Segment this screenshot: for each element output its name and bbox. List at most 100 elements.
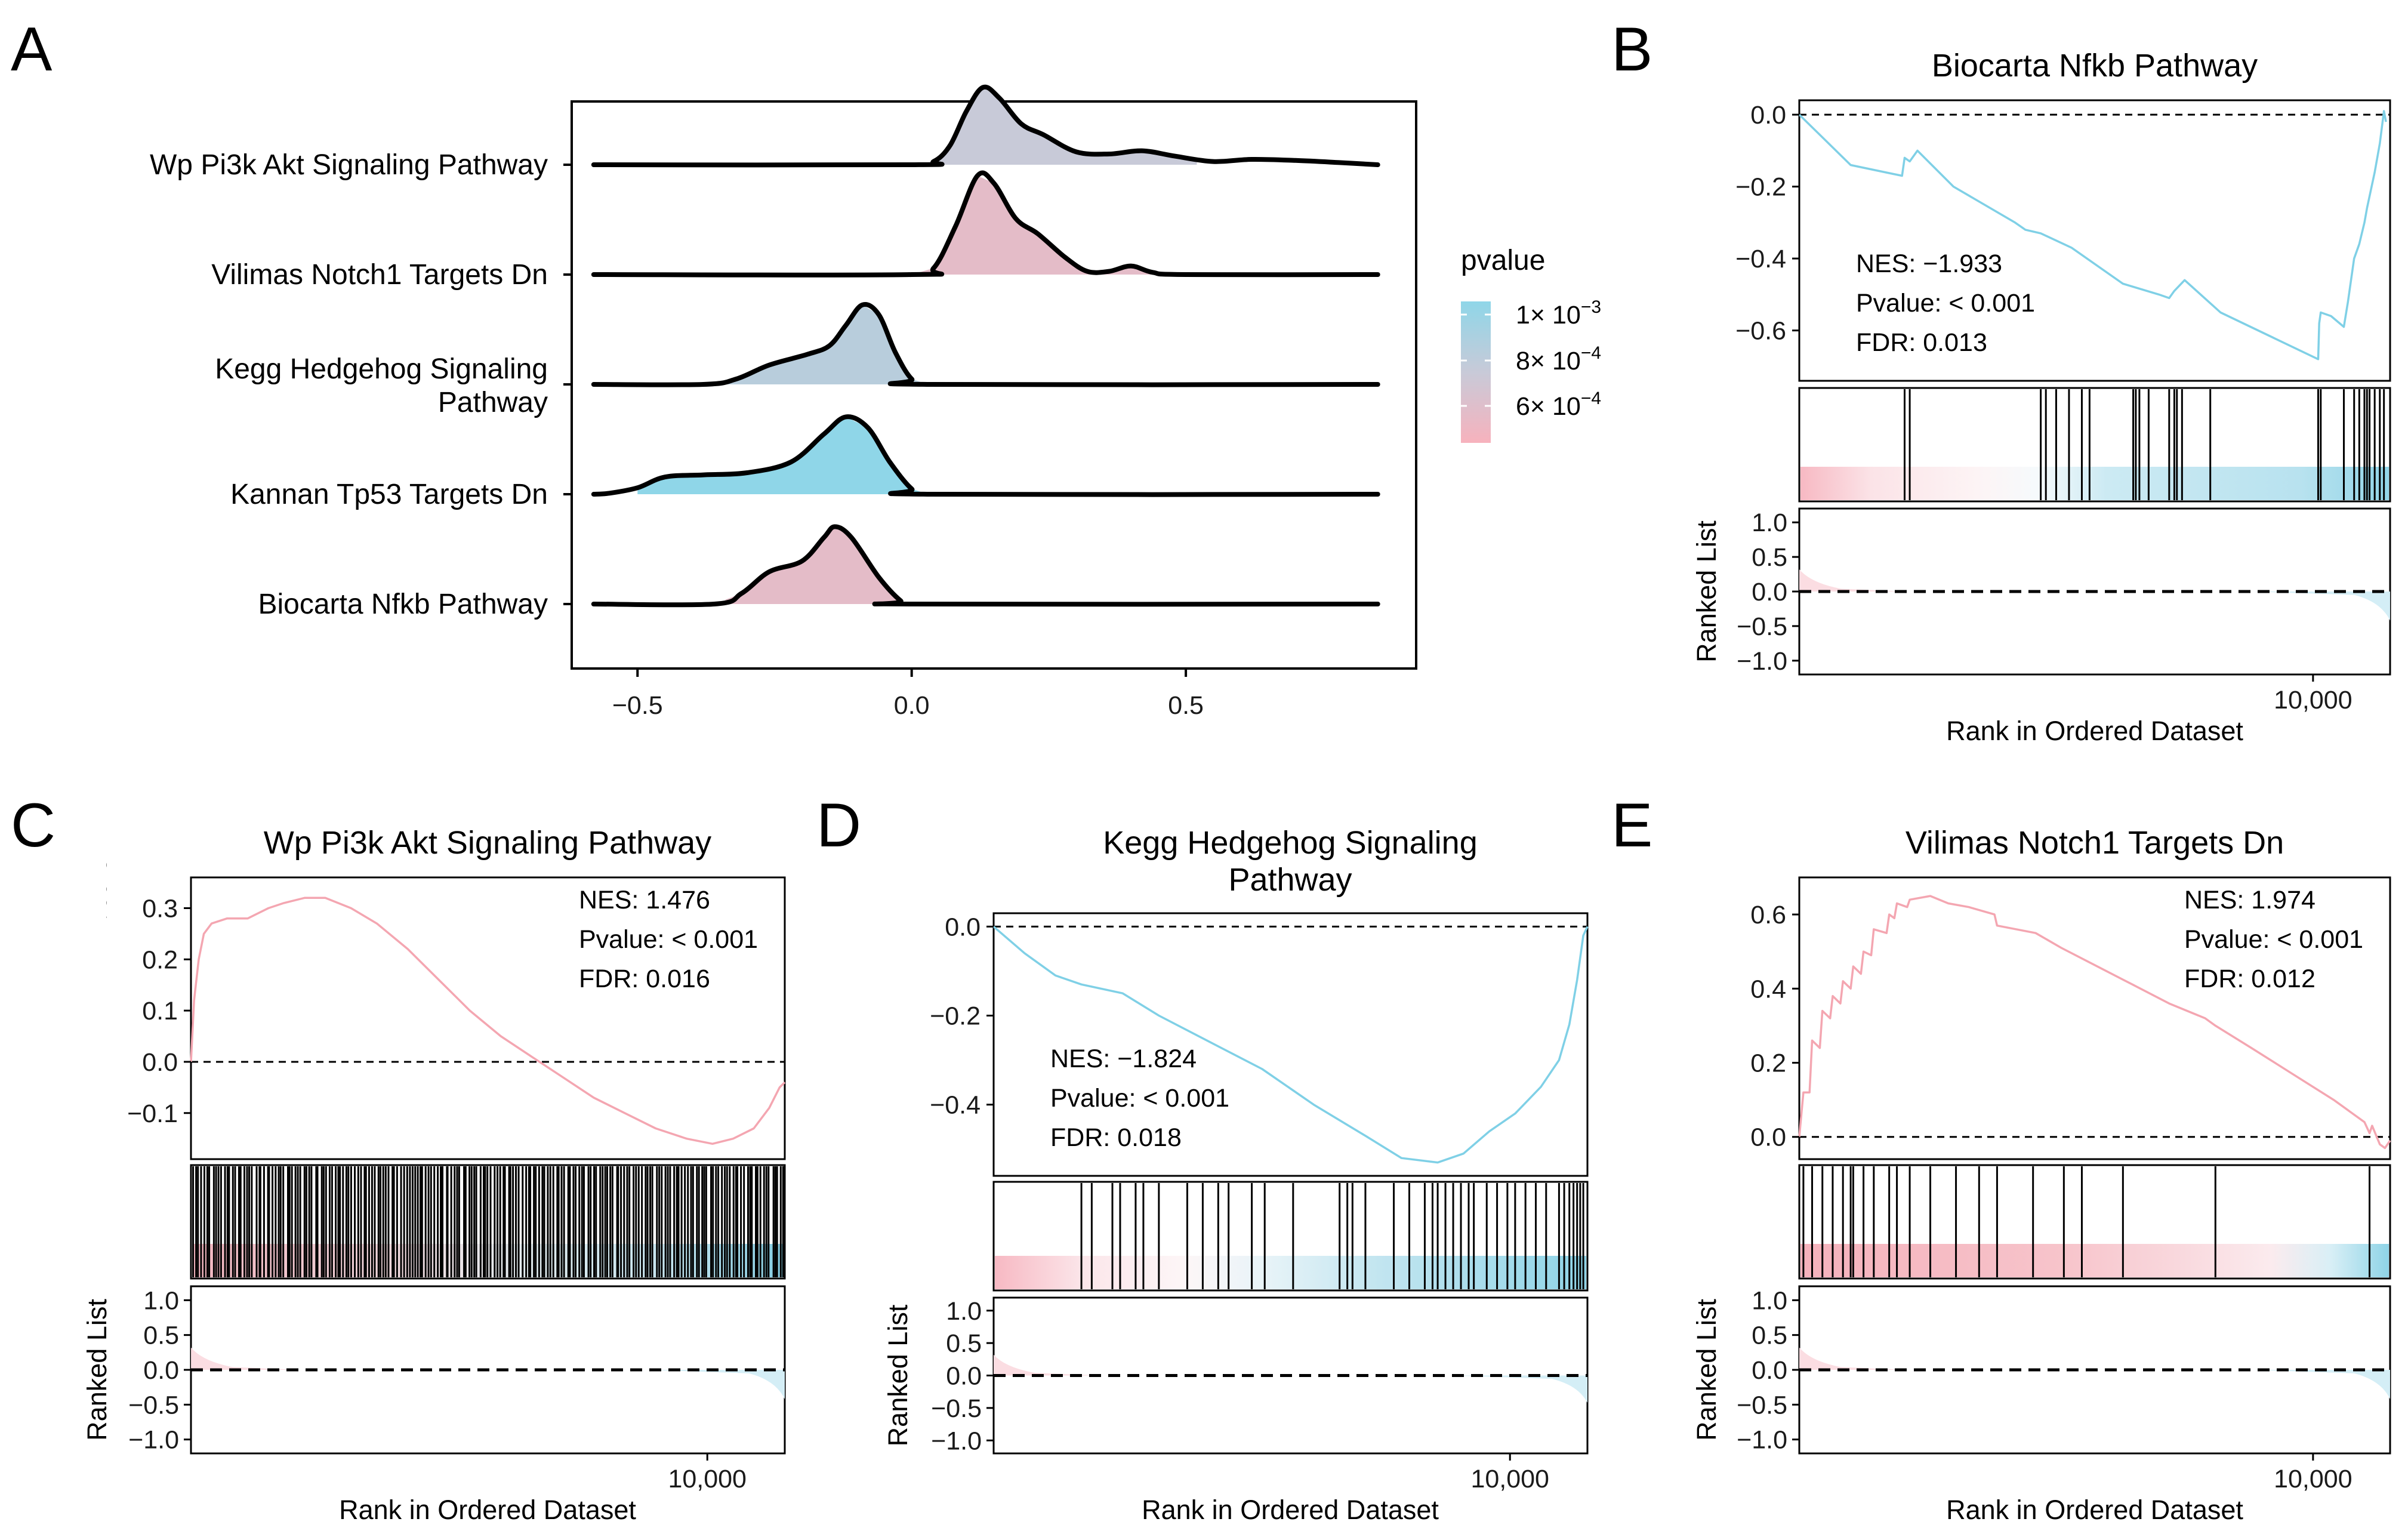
panel-title: Biocarta Nfkb Pathway bbox=[1932, 48, 2258, 84]
x-axis-label: Rank in Ordered Dataset bbox=[1142, 1495, 1439, 1525]
y-axis-label-ranked: Ranked List bbox=[82, 1299, 112, 1441]
ranked-metric-negative bbox=[648, 1370, 785, 1399]
rank-color-bar bbox=[1800, 467, 2389, 500]
x-tick-label: 10,000 bbox=[668, 1465, 747, 1493]
gsea-panel-e: Vilimas Notch1 Targets Dn 0.6 0.4 0.2 0.0 Run… bbox=[1691, 825, 2391, 1525]
y-axis-label-ranked: Ranked List bbox=[1691, 520, 1722, 663]
legend-title: pvalue bbox=[1461, 245, 1545, 276]
enrichment-score-curve bbox=[1798, 895, 2391, 1150]
y-tick-label: 1.0 bbox=[143, 1286, 179, 1315]
stat-text: NES: −1.933 bbox=[1856, 249, 2002, 278]
ridge-line bbox=[591, 170, 1380, 278]
gene-hit-marks bbox=[192, 1166, 784, 1277]
stat-text: FDR: 0.012 bbox=[2184, 965, 2315, 993]
x-tick-label: −0.5 bbox=[612, 691, 663, 720]
gene-hit-marks bbox=[1903, 389, 2385, 500]
category-label: Wp Pi3k Akt Signaling Pathway bbox=[150, 149, 548, 181]
panel-letter-b: B bbox=[1611, 15, 1652, 84]
y-tick-label: 0.0 bbox=[1750, 101, 1786, 130]
stat-text: NES: 1.974 bbox=[2184, 886, 2315, 914]
category-label: Kannan Tp53 Targets Dn bbox=[230, 479, 548, 510]
y-axis-label: Running Enrichment Score bbox=[1691, 858, 1722, 1179]
y-tick-label: −0.2 bbox=[1735, 173, 1786, 202]
stat-text: FDR: 0.013 bbox=[1856, 328, 1987, 357]
y-tick-label: −0.2 bbox=[930, 1002, 981, 1031]
y-tick-label: 0.2 bbox=[142, 945, 178, 974]
y-tick-label: 0.0 bbox=[945, 913, 981, 941]
y-tick-label: 0.0 bbox=[143, 1356, 179, 1385]
ranked-metric-negative bbox=[2253, 1370, 2390, 1399]
y-tick-label: 1.0 bbox=[1752, 1286, 1787, 1315]
category-label: Biocarta Nfkb Pathway bbox=[258, 589, 548, 620]
stat-text: FDR: 0.018 bbox=[1050, 1123, 1182, 1152]
x-axis-label: Rank in Ordered Dataset bbox=[339, 1495, 636, 1525]
y-tick-label: 0.0 bbox=[142, 1048, 178, 1077]
gene-hit-marks bbox=[1802, 1166, 2371, 1277]
y-tick-label: 0.5 bbox=[143, 1321, 179, 1350]
y-tick-label: −0.1 bbox=[127, 1099, 178, 1128]
y-tick-label: −1.0 bbox=[1737, 1426, 1787, 1455]
gsea-panel-c: Wp Pi3k Akt Signaling Pathway 0.3 0.2 0.1 0.… bbox=[82, 825, 786, 1525]
panel-title: Wp Pi3k Akt Signaling Pathway bbox=[264, 825, 711, 861]
ranked-metric-negative bbox=[2253, 592, 2390, 621]
y-tick-label: −0.5 bbox=[931, 1394, 982, 1423]
x-axis-label: Rank in Ordered Dataset bbox=[1946, 1495, 2243, 1525]
y-tick-label: 0.6 bbox=[1750, 901, 1786, 929]
panel-letter-d: D bbox=[816, 791, 861, 860]
y-tick-label: 0.5 bbox=[946, 1329, 982, 1358]
y-tick-label: 0.0 bbox=[1750, 1123, 1786, 1152]
panel-letter-e: E bbox=[1611, 791, 1652, 860]
x-tick-label: 0.0 bbox=[894, 691, 930, 720]
y-axis-label: Running Enrichment Score bbox=[1691, 80, 1722, 401]
ridge-fill bbox=[637, 417, 923, 494]
es-frame bbox=[1798, 99, 2391, 382]
x-tick-label: 10,000 bbox=[1470, 1465, 1549, 1493]
stat-text: Pvalue: < 0.001 bbox=[2184, 925, 2363, 954]
ridge-line bbox=[591, 84, 1380, 168]
y-tick-label: 0.5 bbox=[1752, 1321, 1787, 1350]
y-tick-label: −0.6 bbox=[1735, 317, 1786, 346]
y-tick-label: −0.4 bbox=[930, 1091, 981, 1120]
ranked-metric-positive bbox=[1799, 569, 1907, 592]
x-axis-label: Rank in Ordered Dataset bbox=[1946, 716, 2243, 746]
ridge-line bbox=[591, 302, 1380, 387]
y-axis-label: Running Enrichment Score bbox=[883, 884, 913, 1205]
category-label: Pathway bbox=[438, 387, 548, 418]
y-axis-label-ranked: Ranked List bbox=[1691, 1299, 1722, 1441]
y-tick-label: 0.1 bbox=[142, 997, 178, 1025]
rank-color-bar bbox=[995, 1256, 1586, 1289]
ridge-line bbox=[591, 414, 1380, 497]
ridge-fill bbox=[725, 526, 912, 604]
category-label: Kegg Hedgehog Signaling bbox=[215, 353, 548, 385]
panel-letter-c: C bbox=[11, 791, 56, 860]
y-axis-label: Running Enrichment Score bbox=[82, 858, 112, 1179]
legend-label: 1× 10−3 bbox=[1516, 297, 1601, 329]
y-tick-label: −1.0 bbox=[128, 1426, 179, 1455]
enrichment-score-curve bbox=[1798, 110, 2387, 361]
y-axis-label-ranked: Ranked List bbox=[883, 1304, 913, 1446]
panel-title: Pathway bbox=[1228, 862, 1352, 898]
ranked-metric-negative bbox=[1450, 1375, 1587, 1403]
ridge-fill bbox=[917, 175, 1197, 275]
ridge-line bbox=[591, 524, 1380, 608]
ranked-metric-positive bbox=[994, 1354, 1101, 1376]
panel-title: Kegg Hedgehog Signaling bbox=[1103, 825, 1478, 861]
y-tick-label: −1.0 bbox=[1737, 647, 1787, 676]
y-tick-label: 0.0 bbox=[946, 1362, 982, 1391]
ridge-fill bbox=[703, 304, 923, 384]
panel-letter-a: A bbox=[11, 15, 53, 84]
y-tick-label: −0.4 bbox=[1735, 245, 1786, 273]
ranked-metric-positive bbox=[1799, 1347, 1907, 1370]
gene-hit-marks bbox=[1080, 1183, 1584, 1289]
y-tick-label: 1.0 bbox=[1752, 509, 1787, 537]
es-frame bbox=[1798, 876, 2391, 1160]
ridge-fill bbox=[928, 87, 1197, 165]
legend-colorbar bbox=[1461, 301, 1491, 443]
stat-text: Pvalue: < 0.001 bbox=[1856, 289, 2035, 318]
y-tick-label: 0.0 bbox=[1752, 578, 1787, 606]
y-tick-label: 0.0 bbox=[1752, 1356, 1787, 1385]
stat-text: Pvalue: < 0.001 bbox=[1050, 1084, 1229, 1113]
pvalue-legend: pvalue 1× 10−3 8× 10−4 6× 10−4 bbox=[1461, 245, 1601, 443]
y-tick-label: −0.5 bbox=[128, 1391, 179, 1419]
